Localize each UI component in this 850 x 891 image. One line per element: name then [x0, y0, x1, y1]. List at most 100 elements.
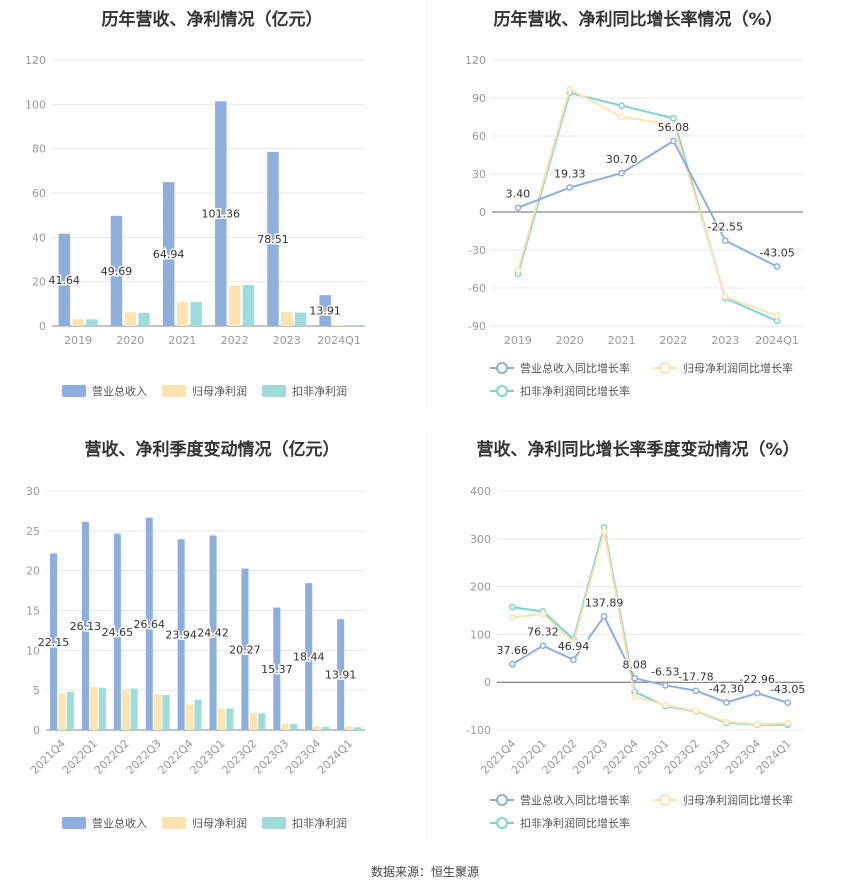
y-tick-label: 300 [470, 533, 491, 546]
bar-deducted-profit [226, 708, 234, 730]
line-point [514, 266, 522, 274]
bar-revenue [113, 533, 121, 730]
y-tick-label: 100 [25, 98, 46, 111]
bar-parent-profit [228, 285, 241, 326]
legend-marker [496, 817, 508, 829]
chart-1: 历年营收、净利情况（亿元） 0 20 40 60 80 100 120 2019 2020 2021… [25, 9, 365, 398]
bar-revenue [215, 101, 227, 326]
line-parent-profit [516, 87, 778, 317]
line-data-label: -17.78 [678, 671, 713, 684]
line-point [539, 610, 547, 618]
legend-label: 扣非净利润 [292, 384, 347, 398]
line-point [566, 85, 574, 93]
x-tick-label: 2021 [168, 334, 196, 347]
line-data-label: -42.30 [709, 682, 744, 695]
x-tick-label: 2022 [221, 334, 249, 347]
bar-deducted-profit [130, 688, 138, 730]
line-point [508, 614, 516, 622]
bar-data-label: 20.27 [229, 643, 261, 656]
bar-revenue [267, 151, 279, 326]
x-tick-label: 2019 [504, 334, 532, 347]
bar-parent-profit [281, 723, 289, 730]
legend-swatch [262, 817, 286, 829]
bar-deducted-profit [66, 691, 74, 730]
bar-data-label: 13.91 [309, 305, 341, 318]
y-tick-label: 120 [25, 54, 46, 67]
bar-parent-profit [186, 704, 194, 730]
bar-data-label: 24.42 [197, 627, 229, 640]
bar-deducted-profit [294, 312, 307, 326]
bar-parent-profit [90, 686, 98, 730]
line-data-label: 46.94 [558, 640, 590, 653]
legend-label: 扣非净利润 [292, 816, 347, 830]
x-tick-label: 2021 [608, 334, 636, 347]
line-data-label: 76.32 [527, 626, 559, 639]
y-tick-label: 10 [26, 644, 40, 657]
source-note: 数据来源：恒生聚源 [371, 864, 479, 879]
legend-label: 归母净利润 [192, 816, 247, 830]
y-tick-label: 0 [39, 320, 46, 333]
line-point [600, 528, 608, 535]
bar-deducted-profit [322, 726, 330, 730]
line-point [600, 612, 608, 620]
line-data-label: -43.05 [770, 683, 805, 696]
legend-label: 归母净利润 [192, 384, 247, 398]
bar-deducted-profit [242, 284, 255, 326]
bar-data-label: 41.64 [49, 274, 81, 287]
bar-revenue [58, 233, 71, 326]
bar-deducted-profit [194, 699, 202, 730]
y-tick-label: 5 [33, 684, 40, 697]
y-tick-label: 200 [470, 581, 491, 594]
bar-deducted-profit [346, 325, 359, 326]
y-tick-label: 0 [484, 676, 491, 689]
y-tick-label: 30 [26, 485, 40, 498]
bar-revenue [162, 182, 175, 326]
bar-deducted-profit [190, 302, 202, 326]
bar-parent-profit [122, 689, 130, 730]
bar-parent-profit [217, 708, 225, 730]
y-tick-label: 100 [470, 628, 491, 641]
legend-label: 营业总收入同比增长率 [520, 793, 630, 807]
bar-deducted-profit [353, 727, 361, 730]
line-point [773, 312, 781, 320]
chart-title: 历年营收、净利同比增长率情况（%） [493, 9, 782, 30]
chart-title: 营收、净利季度变动情况（亿元） [85, 439, 340, 460]
x-tick-label: 2023 [711, 334, 739, 347]
chart-2: 历年营收、净利同比增长率情况（%） -90 -60 -30 0 30 60 90 120 2019… [465, 9, 803, 398]
bar-revenue [305, 583, 313, 730]
bar-deducted-profit [290, 724, 298, 730]
legend-label: 营业总收入 [92, 384, 147, 398]
legend-swatch [262, 385, 286, 397]
bar-data-label: 22.15 [38, 636, 70, 649]
bar-deducted-profit [98, 687, 106, 730]
line-point [773, 263, 781, 270]
bar-revenue [50, 553, 58, 730]
bar-parent-profit [124, 312, 136, 326]
legend-marker [496, 794, 508, 806]
chart-title: 历年营收、净利情况（亿元） [102, 9, 323, 30]
bar-revenue [319, 295, 331, 326]
bar-parent-profit [281, 312, 293, 326]
line-point [618, 169, 625, 177]
line-point [723, 718, 730, 726]
line-data-label: 30.70 [606, 153, 638, 166]
line-point [508, 660, 516, 668]
bar-revenue [81, 521, 89, 730]
bar-data-label: 26.13 [70, 620, 102, 633]
x-tick-label: 2019 [64, 334, 92, 347]
y-tick-label: 25 [26, 525, 40, 538]
legend-swatch [62, 817, 86, 829]
line-point [721, 293, 729, 301]
legend-marker [659, 362, 671, 374]
line-data-label: 37.66 [497, 644, 529, 657]
x-tick-label: 2024Q1 [315, 737, 355, 777]
line-point [618, 102, 625, 109]
bar-data-label: 15.37 [261, 663, 293, 676]
line-data-label: 3.40 [506, 188, 531, 201]
bar-parent-profit [313, 726, 321, 730]
line-point [566, 184, 574, 191]
line-point [661, 681, 669, 689]
line-parent-profit [512, 531, 788, 726]
bar-revenue [145, 517, 153, 730]
line-point [539, 642, 547, 650]
